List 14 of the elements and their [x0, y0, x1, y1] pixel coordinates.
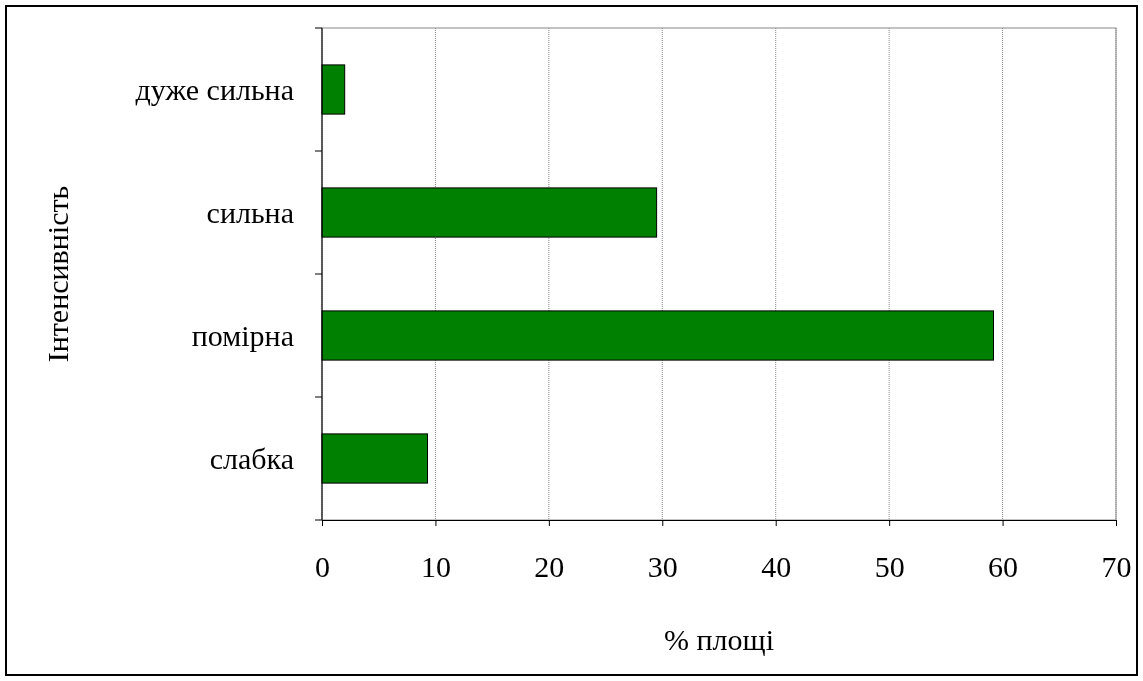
x-tick-label: 30: [647, 550, 678, 583]
x-tick-label: 50: [874, 550, 905, 583]
x-tick-label: 60: [988, 550, 1019, 583]
x-tick-label: 40: [761, 550, 792, 583]
x-tick-label: 70: [1101, 550, 1132, 583]
y-axis-title: Інтенсивність: [41, 185, 74, 363]
x-axis-title: % площі: [664, 623, 774, 656]
x-tick-label: 20: [534, 550, 565, 583]
y-tick-label: помірна: [191, 319, 294, 352]
y-tick-label: дуже сильна: [135, 73, 294, 106]
y-tick-label: сильна: [206, 196, 294, 229]
x-tick-label: 10: [420, 550, 451, 583]
y-tick-label: слабка: [209, 442, 294, 475]
x-tick-label: 0: [315, 550, 330, 583]
